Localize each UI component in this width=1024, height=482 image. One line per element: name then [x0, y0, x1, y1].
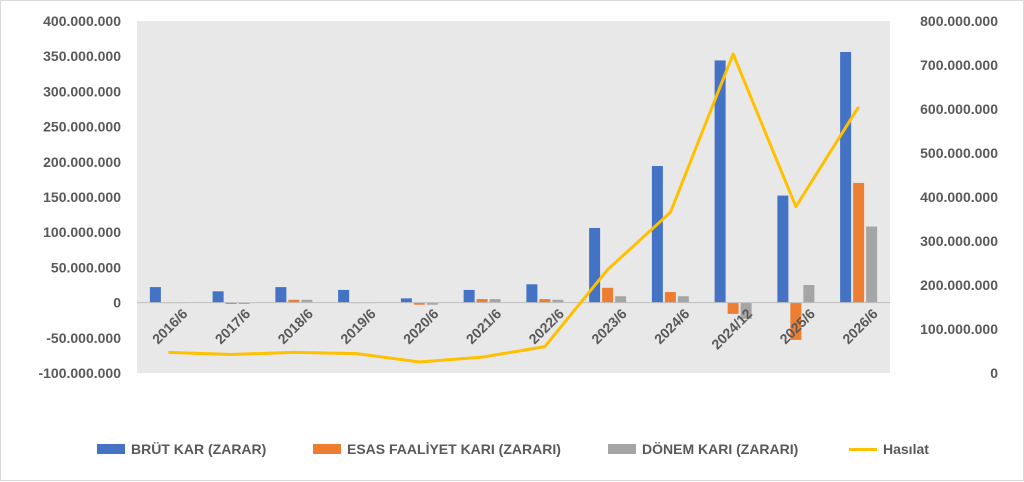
bar-d-nem-kari-zarari-2024-6 — [677, 296, 689, 303]
bar-br-t-kar-zarar-2024-6 — [651, 166, 663, 303]
legend: BRÜT KAR (ZARAR) ESAS FAALİYET KARI (ZAR… — [1, 437, 1024, 461]
right-tick-label: 500.000.000 — [920, 145, 998, 161]
bar-esas-faali-yet-kari-zarari-2022-6 — [539, 299, 551, 303]
right-axis-ticks: 800.000.000 700.000.000 600.000.000 500.000… — [920, 13, 998, 381]
legend-swatch-hasilat — [849, 447, 877, 451]
bar-d-nem-kari-zarari-2018-6 — [301, 299, 313, 303]
bar-esas-faali-yet-kari-zarari-2017-6 — [225, 302, 237, 305]
line-layer — [168, 52, 860, 364]
bar-br-t-kar-zarar-2026-6 — [840, 51, 852, 303]
bar-esas-faali-yet-kari-zarari-2020-6 — [413, 302, 425, 305]
left-tick-label: 50.000.000 — [51, 259, 121, 275]
right-tick-label: 400.000.000 — [920, 189, 998, 205]
right-tick-label: 300.000.000 — [920, 233, 998, 249]
legend-label-esas-faaliyet: ESAS FAALİYET KARI (ZARARI) — [347, 441, 561, 457]
left-tick-label: 0 — [113, 295, 121, 311]
left-tick-label: -50.000.000 — [46, 330, 121, 346]
left-axis-ticks: 400.000.000 350.000.000 300.000.000 250.000… — [38, 13, 121, 381]
left-tick-label: 400.000.000 — [43, 13, 121, 29]
left-tick-label: 250.000.000 — [43, 119, 121, 135]
bar-br-t-kar-zarar-2019-6 — [338, 289, 350, 303]
left-tick-label: 300.000.000 — [43, 83, 121, 99]
bar-esas-faali-yet-kari-zarari-2026-6 — [853, 182, 865, 303]
bar-br-t-kar-zarar-2016-6 — [149, 287, 161, 303]
bar-d-nem-kari-zarari-2026-6 — [866, 226, 878, 303]
right-tick-label: 200.000.000 — [920, 277, 998, 293]
bar-esas-faali-yet-kari-zarari-2023-6 — [602, 287, 614, 303]
bar-esas-faali-yet-kari-zarari-2025-6 — [790, 302, 802, 340]
left-tick-label: 100.000.000 — [43, 224, 121, 240]
bar-esas-faali-yet-kari-zarari-2024-12 — [727, 302, 739, 314]
legend-label-hasilat: Hasılat — [883, 441, 929, 457]
legend-swatch-esas-faaliyet — [313, 444, 341, 454]
plot-area — [137, 21, 890, 373]
right-tick-label: 100.000.000 — [920, 321, 998, 337]
right-tick-label: 0 — [990, 365, 998, 381]
bar-d-nem-kari-zarari-2020-6 — [426, 302, 438, 305]
legend-item-hasilat: Hasılat — [849, 437, 929, 461]
legend-label-donem-kari: DÖNEM KARI (ZARARI) — [642, 441, 799, 457]
legend-label-brut-kar: BRÜT KAR (ZARAR) — [131, 441, 267, 457]
bar-br-t-kar-zarar-2024-12 — [714, 60, 726, 303]
bar-br-t-kar-zarar-2023-6 — [589, 227, 601, 303]
bar-br-t-kar-zarar-2022-6 — [526, 284, 538, 303]
bar-d-nem-kari-zarari-2017-6 — [238, 302, 250, 305]
bar-d-nem-kari-zarari-2023-6 — [615, 296, 627, 303]
right-tick-label: 700.000.000 — [920, 57, 998, 73]
right-tick-label: 800.000.000 — [920, 13, 998, 29]
bar-d-nem-kari-zarari-2024-12 — [740, 302, 752, 319]
bar-br-t-kar-zarar-2020-6 — [400, 298, 412, 303]
bar-d-nem-kari-zarari-2025-6 — [803, 285, 815, 303]
bar-br-t-kar-zarar-2018-6 — [275, 287, 287, 303]
left-tick-label: 150.000.000 — [43, 189, 121, 205]
bar-esas-faali-yet-kari-zarari-2024-6 — [664, 292, 676, 303]
right-tick-label: 600.000.000 — [920, 101, 998, 117]
bar-br-t-kar-zarar-2021-6 — [463, 289, 475, 303]
legend-item-donem-kari: DÖNEM KARI (ZARARI) — [608, 437, 798, 461]
left-tick-label: 200.000.000 — [43, 154, 121, 170]
bar-br-t-kar-zarar-2025-6 — [777, 195, 789, 303]
line-hasilat — [168, 52, 860, 364]
bar-br-t-kar-zarar-2017-6 — [212, 291, 224, 303]
legend-swatch-donem-kari — [608, 444, 636, 454]
legend-item-brut-kar: BRÜT KAR (ZARAR) — [97, 437, 266, 461]
bar-esas-faali-yet-kari-zarari-2021-6 — [476, 299, 488, 303]
left-tick-label: -100.000.000 — [38, 365, 121, 381]
bar-d-nem-kari-zarari-2022-6 — [552, 299, 564, 303]
bar-d-nem-kari-zarari-2021-6 — [489, 299, 501, 303]
legend-swatch-brut-kar — [97, 444, 125, 454]
bar-layer — [149, 51, 878, 340]
bar-esas-faali-yet-kari-zarari-2018-6 — [288, 299, 300, 303]
legend-item-esas-faaliyet: ESAS FAALİYET KARI (ZARARI) — [313, 437, 561, 461]
left-tick-label: 350.000.000 — [43, 48, 121, 64]
